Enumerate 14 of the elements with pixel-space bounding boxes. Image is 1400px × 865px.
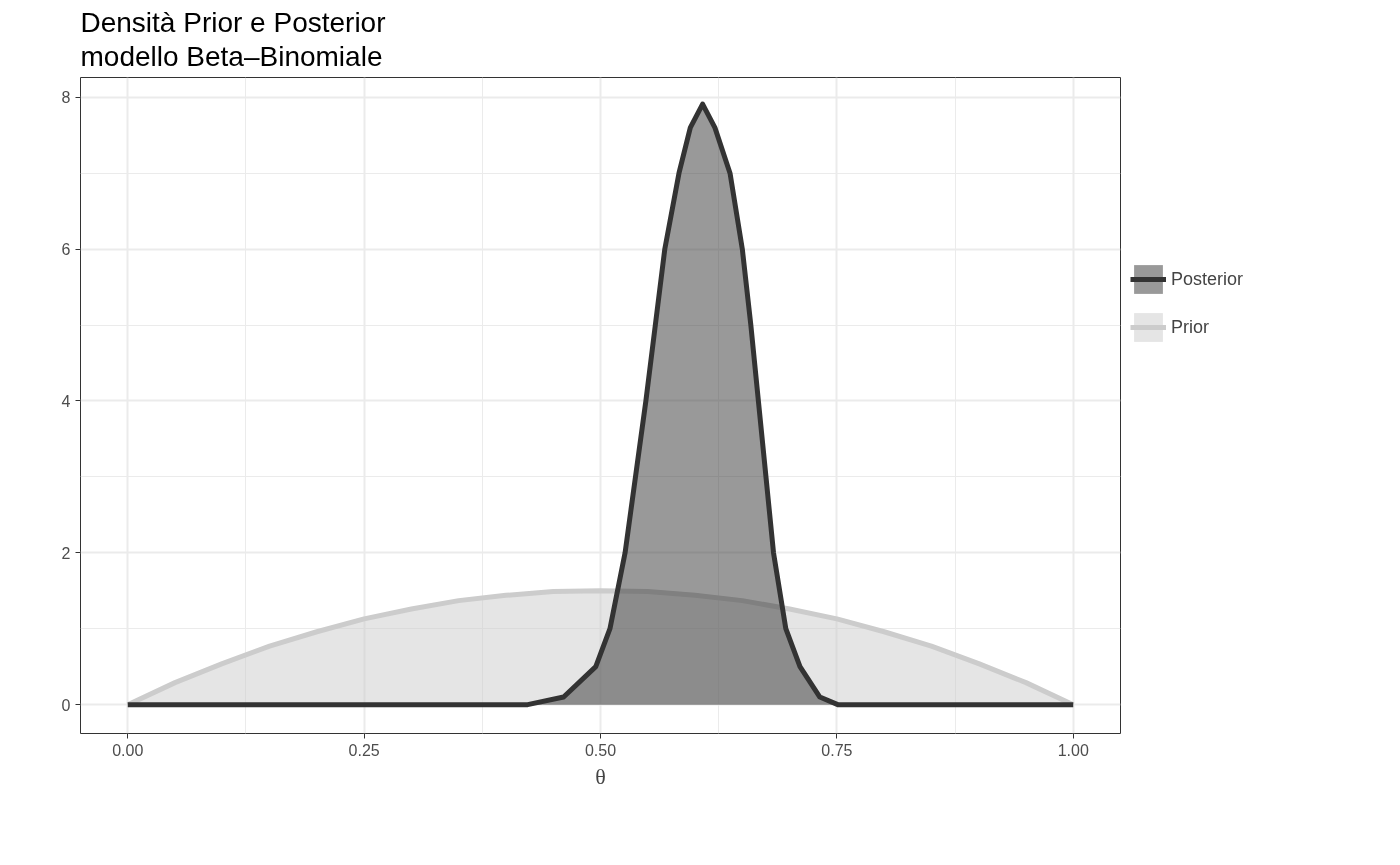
legend-label: Prior <box>1171 316 1210 338</box>
y-tick-label: 2 <box>61 544 71 562</box>
x-tick-label: 0.25 <box>348 741 380 759</box>
y-tick-label: 8 <box>61 89 71 107</box>
x-axis-title: θ <box>595 763 606 789</box>
x-tick-label: 1.00 <box>1057 741 1089 759</box>
legend-label: Posterior <box>1171 268 1244 290</box>
y-tick-label: 0 <box>61 696 71 714</box>
chart-title: Densità Prior e Posterior modello Beta–Binomiale <box>80 7 386 73</box>
x-tick-label: 0.00 <box>112 741 144 759</box>
x-tick-label: 0.50 <box>584 741 617 759</box>
y-tick-label: 6 <box>61 241 71 259</box>
y-tick-label: 4 <box>61 392 71 410</box>
x-tick-label: 0.75 <box>821 741 853 759</box>
